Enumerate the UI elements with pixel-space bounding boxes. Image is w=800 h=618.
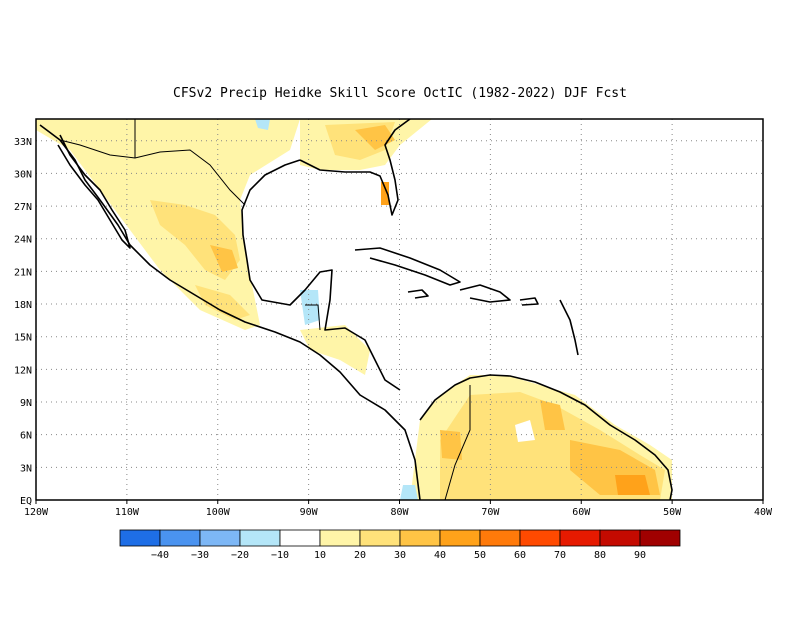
border-sa-countries bbox=[444, 385, 471, 500]
x-tick-label: 120W bbox=[24, 507, 49, 518]
colorbar-swatch bbox=[119, 529, 161, 547]
coastlines bbox=[39, 119, 673, 500]
colorbar-swatch bbox=[519, 529, 561, 547]
shade-sa-40 bbox=[540, 400, 565, 430]
x-axis-labels: 120W 110W 100W 90W 80W 70W 60W 50W 40W bbox=[24, 507, 773, 518]
y-tick-label: 18N bbox=[14, 300, 32, 311]
y-tick-label: 3N bbox=[20, 463, 32, 474]
shade-yucatan-neg bbox=[300, 290, 320, 325]
y-tick-label: 12N bbox=[14, 365, 32, 376]
x-tick-label: 110W bbox=[115, 507, 140, 518]
border-us-mexico bbox=[59, 139, 246, 206]
x-tick-label: 60W bbox=[572, 507, 591, 518]
coast-hispaniola bbox=[459, 284, 511, 303]
y-tick-label: 27N bbox=[14, 202, 32, 213]
shade-mexico-40 bbox=[210, 245, 238, 272]
colorbar: −40 −30 −20 −10 10 20 30 40 50 60 70 80 90 bbox=[119, 529, 681, 561]
x-tick-label: 40W bbox=[754, 507, 773, 518]
y-axis-labels: EQ 3N 6N 9N 12N 15N 18N 21N 24N 27N 30N 33N bbox=[14, 137, 32, 507]
shade-sa-50 bbox=[615, 475, 650, 495]
y-tick-label: 9N bbox=[20, 398, 32, 409]
colorbar-label: 60 bbox=[514, 550, 526, 561]
colorbar-swatch bbox=[399, 529, 441, 547]
x-tick-label: 80W bbox=[390, 507, 409, 518]
x-tick-label: 50W bbox=[663, 507, 682, 518]
colorbar-swatch bbox=[439, 529, 481, 547]
shade-texas-neg bbox=[255, 119, 270, 130]
colorbar-swatch bbox=[279, 529, 321, 547]
colorbar-swatch bbox=[159, 529, 201, 547]
y-tick-label: 33N bbox=[14, 137, 32, 148]
colorbar-swatch bbox=[559, 529, 601, 547]
shade-central-america bbox=[300, 325, 370, 375]
coast-cuba bbox=[354, 247, 461, 286]
gridlines bbox=[35, 119, 764, 504]
colorbar-label: 10 bbox=[314, 550, 326, 561]
colorbar-label: 70 bbox=[554, 550, 566, 561]
colorbar-label: 20 bbox=[354, 550, 366, 561]
coast-jamaica bbox=[407, 289, 429, 299]
colorbar-label: 50 bbox=[474, 550, 486, 561]
colorbar-swatch bbox=[239, 529, 281, 547]
shade-mexico-30b bbox=[195, 285, 250, 320]
x-tick-label: 70W bbox=[481, 507, 500, 518]
colorbar-label: 40 bbox=[434, 550, 446, 561]
y-tick-label: 30N bbox=[14, 169, 32, 180]
colorbar-label: 90 bbox=[634, 550, 646, 561]
coast-baja bbox=[57, 134, 131, 249]
coast-south-america bbox=[419, 374, 673, 500]
x-tick-label: 90W bbox=[300, 507, 319, 518]
colorbar-swatch bbox=[639, 529, 681, 547]
coast-pacific-mexico bbox=[39, 124, 421, 500]
coast-gulf bbox=[241, 159, 401, 391]
shade-sa-neg bbox=[400, 485, 418, 500]
colorbar-label: −10 bbox=[271, 550, 289, 561]
y-tick-label: 21N bbox=[14, 267, 32, 278]
y-tick-label: 6N bbox=[20, 431, 32, 442]
colorbar-swatch bbox=[319, 529, 361, 547]
shade-florida bbox=[381, 182, 389, 205]
y-tick-label: EQ bbox=[20, 496, 32, 507]
y-tick-label: 15N bbox=[14, 333, 32, 344]
colorbar-label: 30 bbox=[394, 550, 406, 561]
colorbar-swatch bbox=[199, 529, 241, 547]
map-plot-area bbox=[35, 118, 764, 504]
colorbar-label: −30 bbox=[191, 550, 209, 561]
colorbar-swatch bbox=[359, 529, 401, 547]
colorbar-label: 80 bbox=[594, 550, 606, 561]
colorbar-label: −20 bbox=[231, 550, 249, 561]
border-central-america bbox=[305, 304, 321, 331]
y-tick-label: 24N bbox=[14, 235, 32, 246]
plot-frame bbox=[35, 118, 764, 501]
coast-lesser-antilles bbox=[559, 299, 579, 356]
coast-us-gulf bbox=[299, 119, 411, 216]
map-title: CFSv2 Precip Heidke Skill Score OctIC (1… bbox=[173, 86, 627, 101]
shade-sa-40c bbox=[440, 430, 462, 460]
borders bbox=[59, 119, 471, 500]
colorbar-label: −40 bbox=[151, 550, 169, 561]
colorbar-swatch bbox=[479, 529, 521, 547]
skill-shading bbox=[36, 119, 672, 500]
x-tick-label: 100W bbox=[206, 507, 231, 518]
colorbar-swatch bbox=[599, 529, 641, 547]
coast-puerto-rico bbox=[519, 297, 539, 306]
shade-sa-white bbox=[515, 420, 535, 442]
